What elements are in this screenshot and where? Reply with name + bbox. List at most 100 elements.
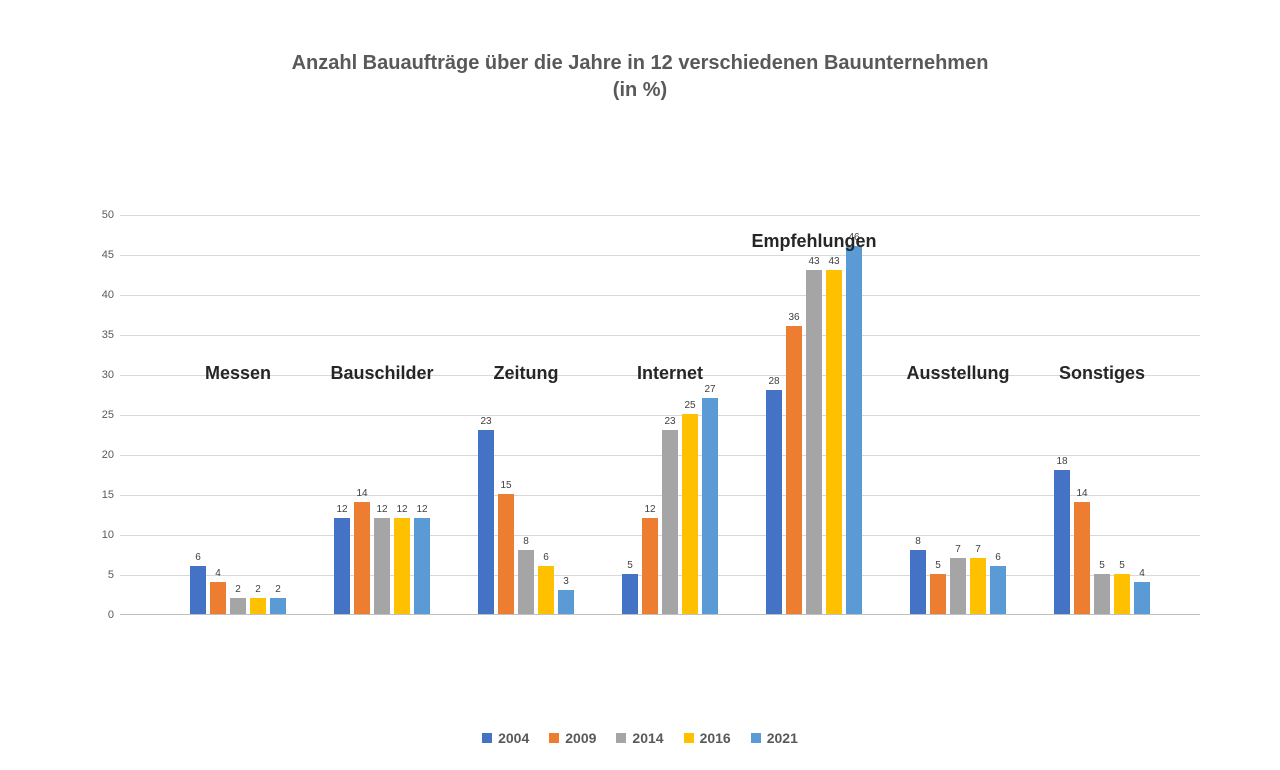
- bar-value-label: 23: [662, 416, 678, 427]
- bar-group: 1814554: [1054, 215, 1150, 614]
- bar: 43: [806, 270, 822, 614]
- y-axis-label: 15: [90, 489, 114, 501]
- bar-value-label: 43: [826, 256, 842, 267]
- bar: 18: [1054, 470, 1070, 614]
- bar-value-label: 12: [334, 504, 350, 515]
- y-axis-label: 40: [90, 289, 114, 301]
- legend-swatch: [549, 733, 559, 743]
- bar-value-label: 28: [766, 376, 782, 387]
- y-axis-label: 50: [90, 209, 114, 221]
- plot-area: 0510152025303540455064222Messen121412121…: [120, 215, 1200, 615]
- bar: 7: [970, 558, 986, 614]
- bar-value-label: 14: [1074, 488, 1090, 499]
- y-axis-label: 20: [90, 449, 114, 461]
- legend-swatch: [684, 733, 694, 743]
- bar: 12: [394, 518, 410, 614]
- bar-value-label: 7: [970, 544, 986, 555]
- bar-value-label: 7: [950, 544, 966, 555]
- bar: 5: [622, 574, 638, 614]
- bar: 6: [190, 566, 206, 614]
- legend-item: 2014: [616, 730, 663, 746]
- bar-value-label: 5: [930, 560, 946, 571]
- bar-value-label: 4: [1134, 568, 1150, 579]
- bar: 7: [950, 558, 966, 614]
- bar-value-label: 5: [1094, 560, 1110, 571]
- bar: 5: [1094, 574, 1110, 614]
- bar-value-label: 6: [538, 552, 554, 563]
- y-axis-label: 0: [90, 609, 114, 621]
- bar-value-label: 2: [250, 584, 266, 595]
- bar-value-label: 5: [1114, 560, 1130, 571]
- bar-group: 1214121212: [334, 215, 430, 614]
- bar-value-label: 14: [354, 488, 370, 499]
- bar: 2: [250, 598, 266, 614]
- bar-value-label: 3: [558, 576, 574, 587]
- bar: 28: [766, 390, 782, 614]
- legend-item: 2004: [482, 730, 529, 746]
- bar: 25: [682, 414, 698, 614]
- bar: 8: [518, 550, 534, 614]
- bar: 2: [230, 598, 246, 614]
- bar: 43: [826, 270, 842, 614]
- bar-group: 2315863: [478, 215, 574, 614]
- bar: 5: [930, 574, 946, 614]
- bar-group: 2836434346: [766, 215, 862, 614]
- bar-value-label: 5: [622, 560, 638, 571]
- category-label: Sonstiges: [1059, 363, 1145, 384]
- bar: 5: [1114, 574, 1130, 614]
- y-axis-label: 45: [90, 249, 114, 261]
- chart-title: Anzahl Bauaufträge über die Jahre in 12 …: [0, 50, 1280, 104]
- bar: 14: [354, 502, 370, 614]
- bar-value-label: 18: [1054, 456, 1070, 467]
- legend-swatch: [616, 733, 626, 743]
- category-label: Messen: [205, 363, 271, 384]
- legend: 2004 2009 2014 2016 2021: [0, 730, 1280, 746]
- bar-value-label: 12: [642, 504, 658, 515]
- bar-group: 85776: [910, 215, 1006, 614]
- bar-group: 64222: [190, 215, 286, 614]
- bar-value-label: 8: [518, 536, 534, 547]
- bar: 3: [558, 590, 574, 614]
- bar-value-label: 23: [478, 416, 494, 427]
- category-label: Zeitung: [494, 363, 559, 384]
- bar-value-label: 43: [806, 256, 822, 267]
- bar-value-label: 25: [682, 400, 698, 411]
- category-label: Empfehlungen: [752, 231, 877, 252]
- category-label: Bauschilder: [330, 363, 433, 384]
- bar-value-label: 2: [230, 584, 246, 595]
- legend-item: 2009: [549, 730, 596, 746]
- bar-value-label: 6: [190, 552, 206, 563]
- bar-value-label: 15: [498, 480, 514, 491]
- bar: 23: [478, 430, 494, 614]
- bar: 4: [1134, 582, 1150, 614]
- bar-value-label: 12: [374, 504, 390, 515]
- category-label: Ausstellung: [906, 363, 1009, 384]
- bar: 8: [910, 550, 926, 614]
- category-label: Internet: [637, 363, 703, 384]
- legend-item: 2021: [751, 730, 798, 746]
- bar: 4: [210, 582, 226, 614]
- y-axis-label: 10: [90, 529, 114, 541]
- chart-title-line2: (in %): [0, 77, 1280, 104]
- legend-label: 2021: [767, 730, 798, 746]
- bar-value-label: 36: [786, 312, 802, 323]
- bar: 46: [846, 246, 862, 614]
- bar: 12: [334, 518, 350, 614]
- bar: 14: [1074, 502, 1090, 614]
- legend-label: 2004: [498, 730, 529, 746]
- bar-value-label: 6: [990, 552, 1006, 563]
- chart-title-line1: Anzahl Bauaufträge über die Jahre in 12 …: [0, 50, 1280, 77]
- bar-value-label: 12: [394, 504, 410, 515]
- y-axis-label: 30: [90, 369, 114, 381]
- bar: 2: [270, 598, 286, 614]
- legend-item: 2016: [684, 730, 731, 746]
- legend-swatch: [751, 733, 761, 743]
- legend-label: 2009: [565, 730, 596, 746]
- y-axis-label: 35: [90, 329, 114, 341]
- bar-value-label: 4: [210, 568, 226, 579]
- bar-group: 512232527: [622, 215, 718, 614]
- y-axis-label: 5: [90, 569, 114, 581]
- plot-wrap: 0510152025303540455064222Messen121412121…: [90, 215, 1200, 615]
- bar: 6: [990, 566, 1006, 614]
- bar: 6: [538, 566, 554, 614]
